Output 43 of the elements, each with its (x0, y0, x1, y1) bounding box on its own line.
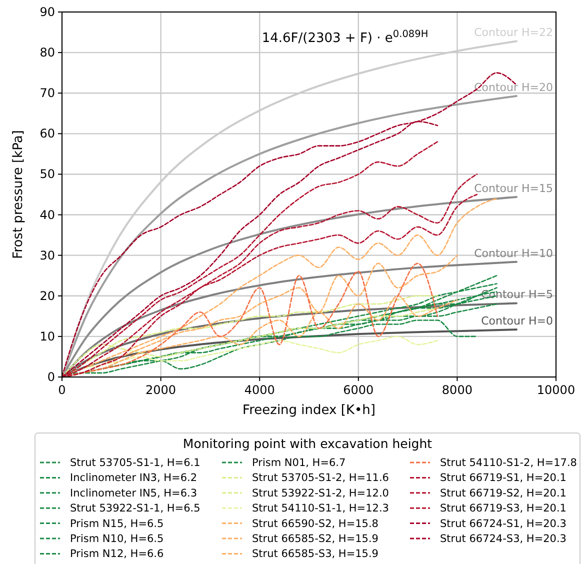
y-tick-label: 80 (40, 46, 55, 60)
x-tick-label: 6000 (343, 383, 374, 397)
x-tick-label: 10000 (536, 383, 576, 397)
legend-label: Inclinometer IN3, H=6.2 (70, 472, 198, 484)
x-tick-label: 0 (58, 383, 66, 397)
legend-label: Strut 66585-S2, H=15.9 (252, 533, 378, 545)
legend-label: Strut 66724-S3, H=20.3 (440, 533, 566, 545)
legend-label: Strut 66724-S1, H=20.3 (440, 518, 566, 530)
y-tick-label: 50 (40, 167, 55, 182)
legend-label: Prism N12, H=6.6 (70, 548, 164, 560)
y-tick-label: 0 (47, 370, 55, 384)
x-tick-label: 4000 (244, 383, 275, 397)
y-tick-label: 10 (40, 329, 55, 344)
legend-label: Prism N01, H=6.7 (252, 457, 346, 469)
legend-label: Prism N10, H=6.5 (70, 533, 164, 545)
x-tick-label: 8000 (442, 383, 472, 397)
y-tick-label: 20 (40, 288, 55, 303)
legend-label: Strut 66590-S2, H=15.8 (252, 518, 378, 530)
x-tick-label: 2000 (146, 383, 176, 397)
series-label: Contour H=15 (474, 182, 553, 195)
legend-label: Inclinometer IN5, H=6.3 (70, 487, 198, 500)
series-label: Contour H=10 (474, 246, 553, 260)
y-tick-label: 40 (40, 208, 55, 222)
y-tick-label: 60 (40, 126, 55, 141)
legend-label: Strut 53705-S1-2, H=11.6 (252, 472, 390, 484)
legend-label: Prism N15, H=6.5 (70, 518, 164, 530)
y-axis-title: Frost pressure [kPa] (11, 130, 26, 259)
legend-label: Strut 54110-S1-2, H=17.8 (440, 457, 577, 469)
legend-label: Strut 53705-S1-1, H=6.1 (70, 457, 200, 469)
series-label: Contour H=0 (481, 314, 553, 328)
legend-label: Strut 66585-S3, H=15.9 (252, 548, 378, 560)
legend-label: Strut 54110-S1-1, H=12.3 (252, 502, 389, 515)
y-tick-label: 70 (40, 86, 55, 100)
legend-label: Strut 66719-S3, H=20.1 (440, 502, 566, 515)
x-axis-title: Freezing index [K•h] (242, 403, 376, 418)
legend-label: Strut 66719-S1, H=20.1 (440, 472, 566, 484)
annotation: 14.6F/(2303 + F) · e$^{0.089H}$ (262, 28, 428, 46)
legend-label: Strut 66719-S2, H=20.1 (440, 487, 566, 500)
y-tick-label: 90 (40, 5, 55, 19)
legend-label: Strut 53922-S1-2, H=12.0 (252, 487, 389, 500)
legend-label: Strut 53922-S1-1, H=6.5 (70, 502, 200, 515)
legend-title: Monitoring point with excavation height (182, 436, 432, 451)
y-tick-label: 30 (40, 248, 55, 262)
